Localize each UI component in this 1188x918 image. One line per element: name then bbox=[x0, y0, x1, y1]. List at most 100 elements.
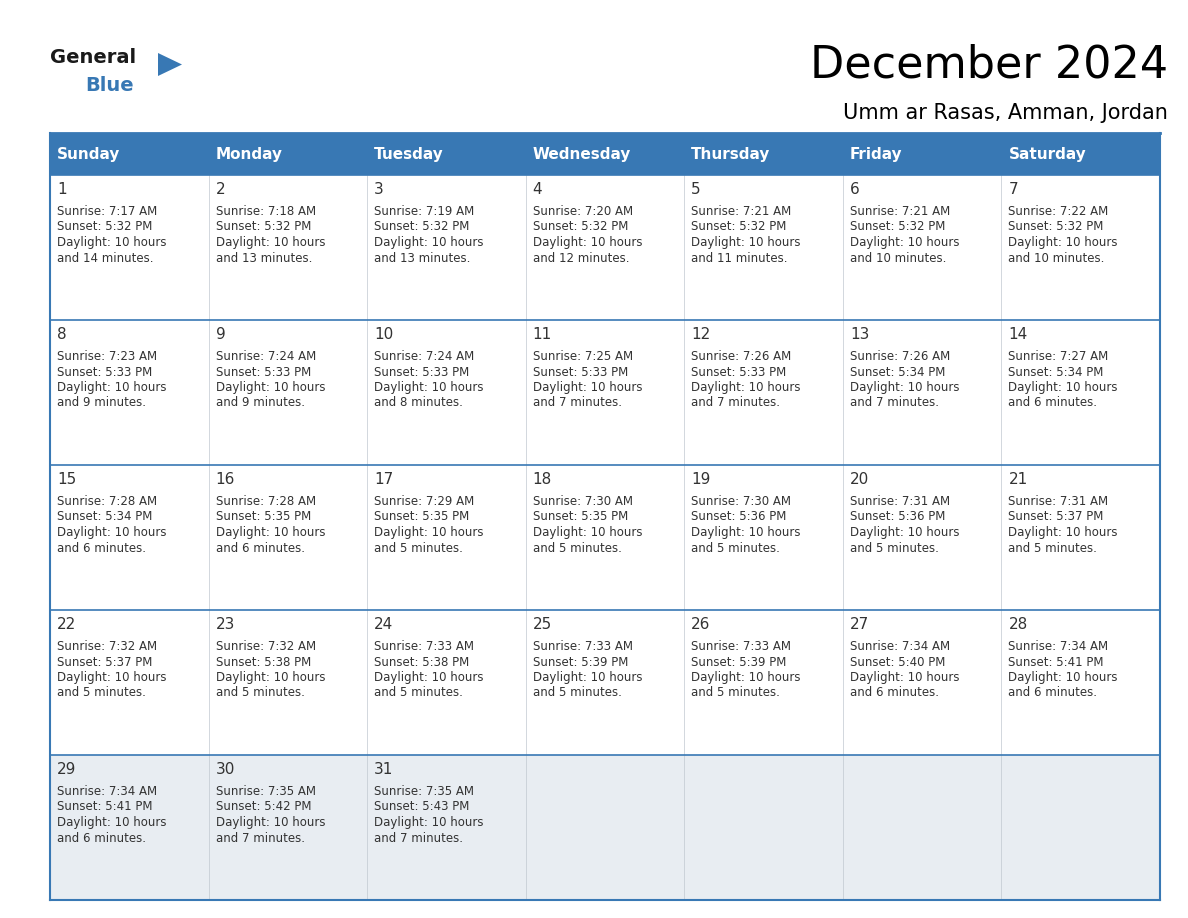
Text: and 11 minutes.: and 11 minutes. bbox=[691, 252, 788, 264]
Text: Daylight: 10 hours: Daylight: 10 hours bbox=[215, 671, 326, 684]
Text: Daylight: 10 hours: Daylight: 10 hours bbox=[374, 236, 484, 249]
Text: and 5 minutes.: and 5 minutes. bbox=[1009, 542, 1098, 554]
Bar bbox=[526, 175, 684, 320]
Text: Daylight: 10 hours: Daylight: 10 hours bbox=[57, 816, 166, 829]
Text: and 7 minutes.: and 7 minutes. bbox=[691, 397, 781, 409]
Bar bbox=[50, 175, 209, 320]
Bar bbox=[684, 755, 842, 900]
Text: Sunset: 5:32 PM: Sunset: 5:32 PM bbox=[849, 220, 946, 233]
Bar bbox=[684, 133, 842, 175]
Text: 21: 21 bbox=[1009, 472, 1028, 487]
Text: Daylight: 10 hours: Daylight: 10 hours bbox=[1009, 236, 1118, 249]
Text: 5: 5 bbox=[691, 182, 701, 197]
Text: Daylight: 10 hours: Daylight: 10 hours bbox=[374, 671, 484, 684]
Bar bbox=[50, 755, 209, 900]
Text: Daylight: 10 hours: Daylight: 10 hours bbox=[374, 816, 484, 829]
Bar bbox=[209, 465, 367, 610]
Text: Sunrise: 7:32 AM: Sunrise: 7:32 AM bbox=[215, 640, 316, 653]
Text: Daylight: 10 hours: Daylight: 10 hours bbox=[532, 671, 643, 684]
Text: Sunrise: 7:35 AM: Sunrise: 7:35 AM bbox=[374, 785, 474, 798]
Text: and 14 minutes.: and 14 minutes. bbox=[57, 252, 153, 264]
Text: Sunset: 5:35 PM: Sunset: 5:35 PM bbox=[215, 510, 311, 523]
Text: 18: 18 bbox=[532, 472, 552, 487]
Text: Monday: Monday bbox=[215, 147, 283, 162]
Text: Sunrise: 7:17 AM: Sunrise: 7:17 AM bbox=[57, 205, 157, 218]
Text: Sunrise: 7:34 AM: Sunrise: 7:34 AM bbox=[57, 785, 157, 798]
Text: Daylight: 10 hours: Daylight: 10 hours bbox=[215, 381, 326, 394]
Text: Daylight: 10 hours: Daylight: 10 hours bbox=[374, 381, 484, 394]
Text: Daylight: 10 hours: Daylight: 10 hours bbox=[57, 381, 166, 394]
Text: 9: 9 bbox=[215, 327, 226, 342]
Text: Daylight: 10 hours: Daylight: 10 hours bbox=[849, 381, 960, 394]
Bar bbox=[526, 320, 684, 465]
Text: Sunrise: 7:21 AM: Sunrise: 7:21 AM bbox=[691, 205, 791, 218]
Text: and 5 minutes.: and 5 minutes. bbox=[374, 542, 463, 554]
Bar bbox=[209, 610, 367, 755]
Text: 29: 29 bbox=[57, 762, 76, 777]
Text: and 13 minutes.: and 13 minutes. bbox=[215, 252, 312, 264]
Text: Daylight: 10 hours: Daylight: 10 hours bbox=[849, 526, 960, 539]
Text: Daylight: 10 hours: Daylight: 10 hours bbox=[1009, 526, 1118, 539]
Text: Sunset: 5:33 PM: Sunset: 5:33 PM bbox=[691, 365, 786, 378]
Text: Sunset: 5:34 PM: Sunset: 5:34 PM bbox=[1009, 365, 1104, 378]
Text: and 10 minutes.: and 10 minutes. bbox=[849, 252, 946, 264]
Bar bbox=[842, 133, 1001, 175]
Text: 27: 27 bbox=[849, 617, 870, 632]
Bar bbox=[50, 610, 209, 755]
Text: Daylight: 10 hours: Daylight: 10 hours bbox=[691, 381, 801, 394]
Bar bbox=[526, 465, 684, 610]
Text: 17: 17 bbox=[374, 472, 393, 487]
Text: Sunrise: 7:27 AM: Sunrise: 7:27 AM bbox=[1009, 350, 1108, 363]
Text: 24: 24 bbox=[374, 617, 393, 632]
Text: Daylight: 10 hours: Daylight: 10 hours bbox=[1009, 381, 1118, 394]
Text: Sunrise: 7:26 AM: Sunrise: 7:26 AM bbox=[849, 350, 950, 363]
Bar bbox=[842, 755, 1001, 900]
Text: Daylight: 10 hours: Daylight: 10 hours bbox=[532, 526, 643, 539]
Text: 3: 3 bbox=[374, 182, 384, 197]
Bar bbox=[684, 320, 842, 465]
Text: Sunset: 5:39 PM: Sunset: 5:39 PM bbox=[691, 655, 786, 668]
Text: Sunrise: 7:30 AM: Sunrise: 7:30 AM bbox=[691, 495, 791, 508]
Text: Sunset: 5:34 PM: Sunset: 5:34 PM bbox=[57, 510, 152, 523]
Text: and 5 minutes.: and 5 minutes. bbox=[215, 687, 304, 700]
Text: 22: 22 bbox=[57, 617, 76, 632]
Text: and 10 minutes.: and 10 minutes. bbox=[1009, 252, 1105, 264]
Bar bbox=[526, 133, 684, 175]
Text: 13: 13 bbox=[849, 327, 870, 342]
Text: Sunrise: 7:33 AM: Sunrise: 7:33 AM bbox=[691, 640, 791, 653]
Text: Sunrise: 7:33 AM: Sunrise: 7:33 AM bbox=[532, 640, 633, 653]
Bar bbox=[367, 175, 526, 320]
Bar bbox=[526, 610, 684, 755]
Text: Daylight: 10 hours: Daylight: 10 hours bbox=[849, 236, 960, 249]
Text: General: General bbox=[50, 48, 137, 67]
Text: 4: 4 bbox=[532, 182, 543, 197]
Text: Sunset: 5:37 PM: Sunset: 5:37 PM bbox=[1009, 510, 1104, 523]
Bar bbox=[209, 320, 367, 465]
Text: Sunrise: 7:21 AM: Sunrise: 7:21 AM bbox=[849, 205, 950, 218]
Polygon shape bbox=[158, 53, 182, 76]
Text: and 7 minutes.: and 7 minutes. bbox=[532, 397, 621, 409]
Bar bbox=[842, 320, 1001, 465]
Text: Sunrise: 7:26 AM: Sunrise: 7:26 AM bbox=[691, 350, 791, 363]
Text: Wednesday: Wednesday bbox=[532, 147, 631, 162]
Text: and 5 minutes.: and 5 minutes. bbox=[849, 542, 939, 554]
Text: Sunrise: 7:32 AM: Sunrise: 7:32 AM bbox=[57, 640, 157, 653]
Text: Sunrise: 7:19 AM: Sunrise: 7:19 AM bbox=[374, 205, 474, 218]
Bar bbox=[684, 175, 842, 320]
Text: 8: 8 bbox=[57, 327, 67, 342]
Text: Sunrise: 7:33 AM: Sunrise: 7:33 AM bbox=[374, 640, 474, 653]
Text: Daylight: 10 hours: Daylight: 10 hours bbox=[215, 526, 326, 539]
Text: Daylight: 10 hours: Daylight: 10 hours bbox=[532, 236, 643, 249]
Bar bbox=[526, 755, 684, 900]
Text: 14: 14 bbox=[1009, 327, 1028, 342]
Bar bbox=[842, 175, 1001, 320]
Bar bbox=[50, 133, 209, 175]
Bar bbox=[367, 320, 526, 465]
Text: Sunrise: 7:24 AM: Sunrise: 7:24 AM bbox=[374, 350, 474, 363]
Text: Sunrise: 7:25 AM: Sunrise: 7:25 AM bbox=[532, 350, 633, 363]
Bar bbox=[367, 133, 526, 175]
Text: and 6 minutes.: and 6 minutes. bbox=[57, 832, 146, 845]
Text: 28: 28 bbox=[1009, 617, 1028, 632]
Text: Sunset: 5:32 PM: Sunset: 5:32 PM bbox=[374, 220, 469, 233]
Text: 31: 31 bbox=[374, 762, 393, 777]
